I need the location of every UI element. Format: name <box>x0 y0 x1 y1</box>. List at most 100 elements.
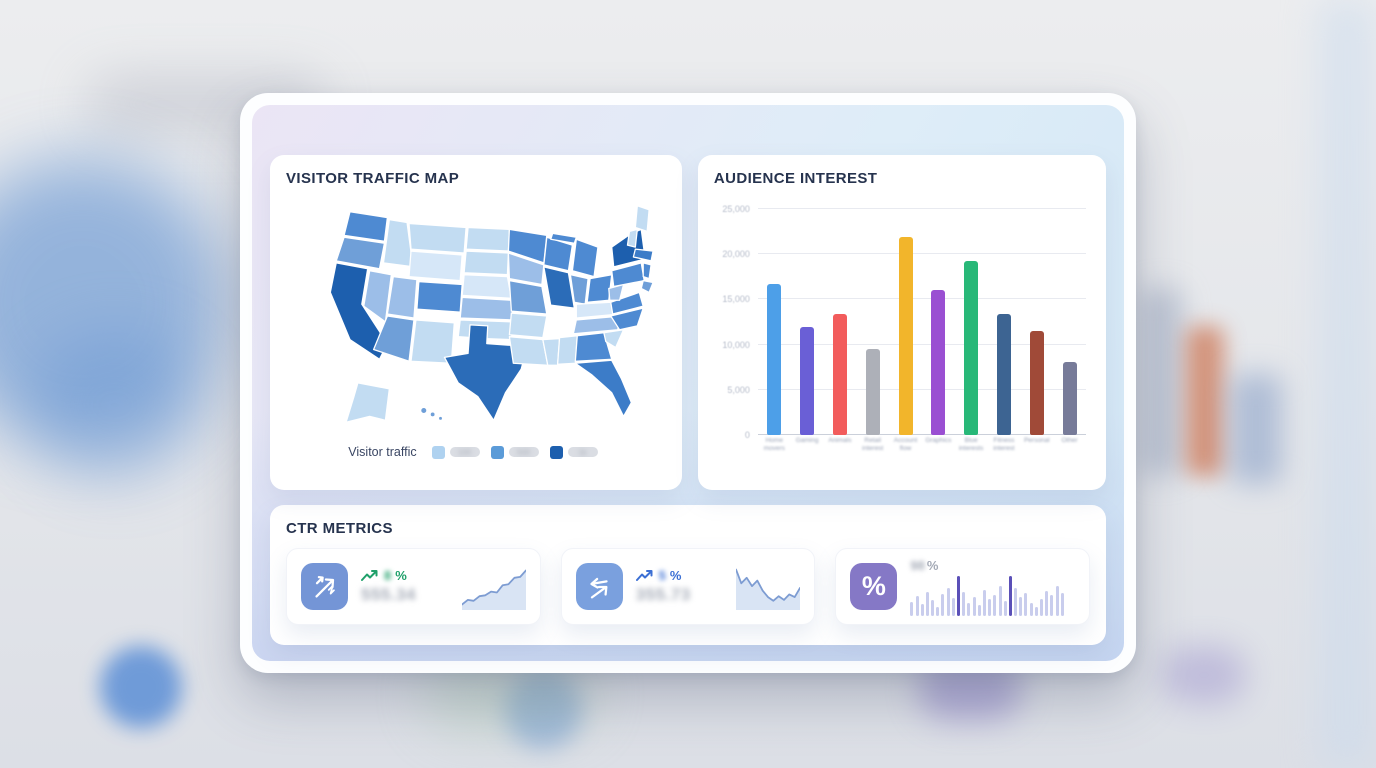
bg-blurred-blue-chart-blob <box>0 158 228 448</box>
metric-value-blurred: 98 <box>910 557 925 573</box>
mini-bar <box>910 601 914 616</box>
mini-bar <box>982 589 986 616</box>
trend-row: 8% <box>361 568 416 583</box>
mini-bar <box>993 594 997 616</box>
bg-blurred-blue-circle-2 <box>505 672 581 748</box>
mini-bar <box>1034 606 1038 616</box>
bg-blurred-steel-bar <box>1230 374 1282 484</box>
bg-blurred-gray-bar <box>1140 288 1182 476</box>
x-tick-label: Animals <box>828 437 852 444</box>
percent-sign: % <box>395 568 407 583</box>
metric-value-blurred: 355.73 <box>635 585 691 604</box>
dashboard-modal: VISITOR TRAFFIC MAP <box>240 93 1136 673</box>
y-tick-label: 0 <box>744 430 750 440</box>
gridline <box>757 208 1086 209</box>
x-tick-label: Account flow <box>893 437 918 453</box>
bars <box>758 209 1086 435</box>
ctr-card-2-values: 5% 355.73 <box>635 568 691 605</box>
y-axis: 0 5,000 10,000 15,000 20,000 25,000 <box>714 204 750 440</box>
x-tick-label: Gaming <box>795 437 819 444</box>
trend-arrows-up-icon <box>301 563 348 610</box>
mini-bar <box>972 596 976 616</box>
bar-slot <box>824 209 857 435</box>
mini-bar <box>988 598 992 616</box>
panel-title: AUDIENCE INTEREST <box>713 170 878 187</box>
bar-slot <box>791 209 824 435</box>
x-tick-label: Retail interest <box>862 437 884 453</box>
x-tick-label: Personal <box>1023 437 1050 444</box>
mini-bar <box>925 591 929 616</box>
gridline <box>757 253 1086 255</box>
mini-bar <box>962 591 966 616</box>
audience-bar-8 <box>996 313 1011 435</box>
gridline <box>757 298 1086 300</box>
bar-slot <box>758 209 791 435</box>
trend-value-blurred: 5 <box>658 568 666 583</box>
mini-bar <box>1060 592 1064 616</box>
gridlines <box>757 208 1086 435</box>
bg-blurred-blue-chart-blob-2 <box>30 330 200 480</box>
us-states <box>329 205 654 423</box>
top-row: VISITOR TRAFFIC MAP <box>270 155 1106 490</box>
bg-blurred-orange-bar <box>1186 326 1224 476</box>
audience-bar-3 <box>832 313 847 435</box>
visitor-traffic-map-panel: VISITOR TRAFFIC MAP <box>270 155 682 490</box>
panel-title: VISITOR TRAFFIC MAP <box>286 170 460 187</box>
gridline <box>757 434 1086 435</box>
mini-bar <box>1024 592 1028 616</box>
legend-swatch <box>549 445 563 459</box>
percent-icon: % <box>850 563 898 610</box>
y-tick-label: 20,000 <box>722 249 750 260</box>
trend-row: 5% <box>635 568 691 583</box>
trend-value-blurred: 8 <box>384 568 392 583</box>
legend-label-blurred: 500 <box>508 447 539 457</box>
bg-blurred-purple-blob-2 <box>1162 646 1246 704</box>
ctr-card-2: 5% 355.73 <box>560 548 816 625</box>
mini-bar <box>946 587 950 616</box>
audience-bar-chart: 0 5,000 10,000 15,000 20,000 25,000 Home move… <box>714 201 1090 459</box>
ctr-card-3-values: 98 % <box>910 558 1075 616</box>
mini-bar <box>977 604 981 616</box>
y-tick-label: 5,000 <box>727 384 750 395</box>
mini-bar <box>998 585 1002 616</box>
mini-bar <box>1050 594 1054 616</box>
bar-slot <box>856 209 889 435</box>
falling-sparkline <box>736 568 801 610</box>
mini-bar-chart <box>910 574 1075 616</box>
mini-bar <box>941 593 945 616</box>
arrows-exchange-icon <box>575 563 623 610</box>
bg-right-edge-tint <box>1318 0 1376 768</box>
bar-slot <box>922 209 955 435</box>
percent-value-row: 98 % <box>910 558 1075 573</box>
legend-swatch <box>490 445 504 459</box>
x-tick-label: Other <box>1061 437 1078 444</box>
percent-sign: % <box>926 557 939 573</box>
bar-slot <box>988 209 1021 435</box>
gridline <box>757 343 1086 345</box>
legend-label-blurred: 1k <box>567 447 598 457</box>
mini-bar <box>1045 590 1049 616</box>
map-legend: Visitor traffic 100 500 1k <box>286 445 666 459</box>
audience-bar-4 <box>865 349 880 435</box>
audience-bar-10 <box>1062 361 1077 435</box>
mini-bar <box>936 606 940 616</box>
y-tick-label: 15,000 <box>722 294 750 305</box>
bar-slot <box>889 209 922 435</box>
map-legend-label: Visitor traffic <box>348 445 417 459</box>
ctr-cards-row: 8% 555.34 <box>286 548 1091 625</box>
mini-bar <box>1040 598 1044 616</box>
gridline <box>757 388 1086 390</box>
audience-bar-6 <box>931 290 946 435</box>
ctr-card-1: 8% 555.34 <box>286 548 541 625</box>
mini-bar <box>1055 585 1059 616</box>
mini-bar <box>1003 600 1007 616</box>
mini-bar <box>951 597 955 616</box>
mini-bar <box>957 575 961 616</box>
mini-bar <box>967 602 971 616</box>
y-tick-label: 25,000 <box>722 204 750 214</box>
trend-up-icon <box>361 569 378 581</box>
ctr-metrics-panel: CTR METRICS <box>270 505 1106 645</box>
trend-up-icon <box>635 569 653 581</box>
ctr-card-3: % 98 % <box>835 548 1091 625</box>
